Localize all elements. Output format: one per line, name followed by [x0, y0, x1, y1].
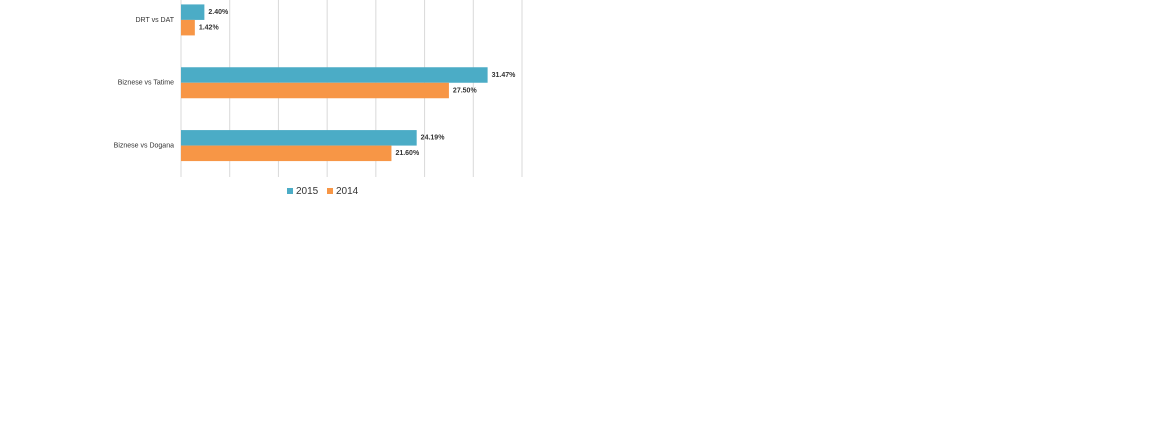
y-tick-label: Biznese vs Dogana: [114, 142, 174, 149]
bar: [181, 130, 417, 146]
legend-label: 2014: [336, 186, 359, 197]
legend-swatch: [327, 188, 333, 194]
bar: [181, 67, 488, 83]
bar: [181, 145, 392, 162]
value-label: 21.60%: [395, 150, 420, 157]
value-label: 2.40%: [208, 9, 229, 16]
value-label: 27.50%: [453, 87, 478, 94]
bar: [181, 4, 205, 20]
bar: [181, 19, 195, 36]
y-tick-label: Biznese vs Tatime: [118, 80, 174, 87]
legend-label: 2015: [296, 186, 319, 197]
legend-swatch: [287, 188, 293, 194]
value-label: 1.42%: [199, 25, 220, 32]
value-label: 24.19%: [421, 135, 446, 142]
bar: [181, 82, 449, 99]
value-label: 31.47%: [492, 72, 517, 79]
y-tick-label: DRT vs DAT: [135, 17, 174, 24]
